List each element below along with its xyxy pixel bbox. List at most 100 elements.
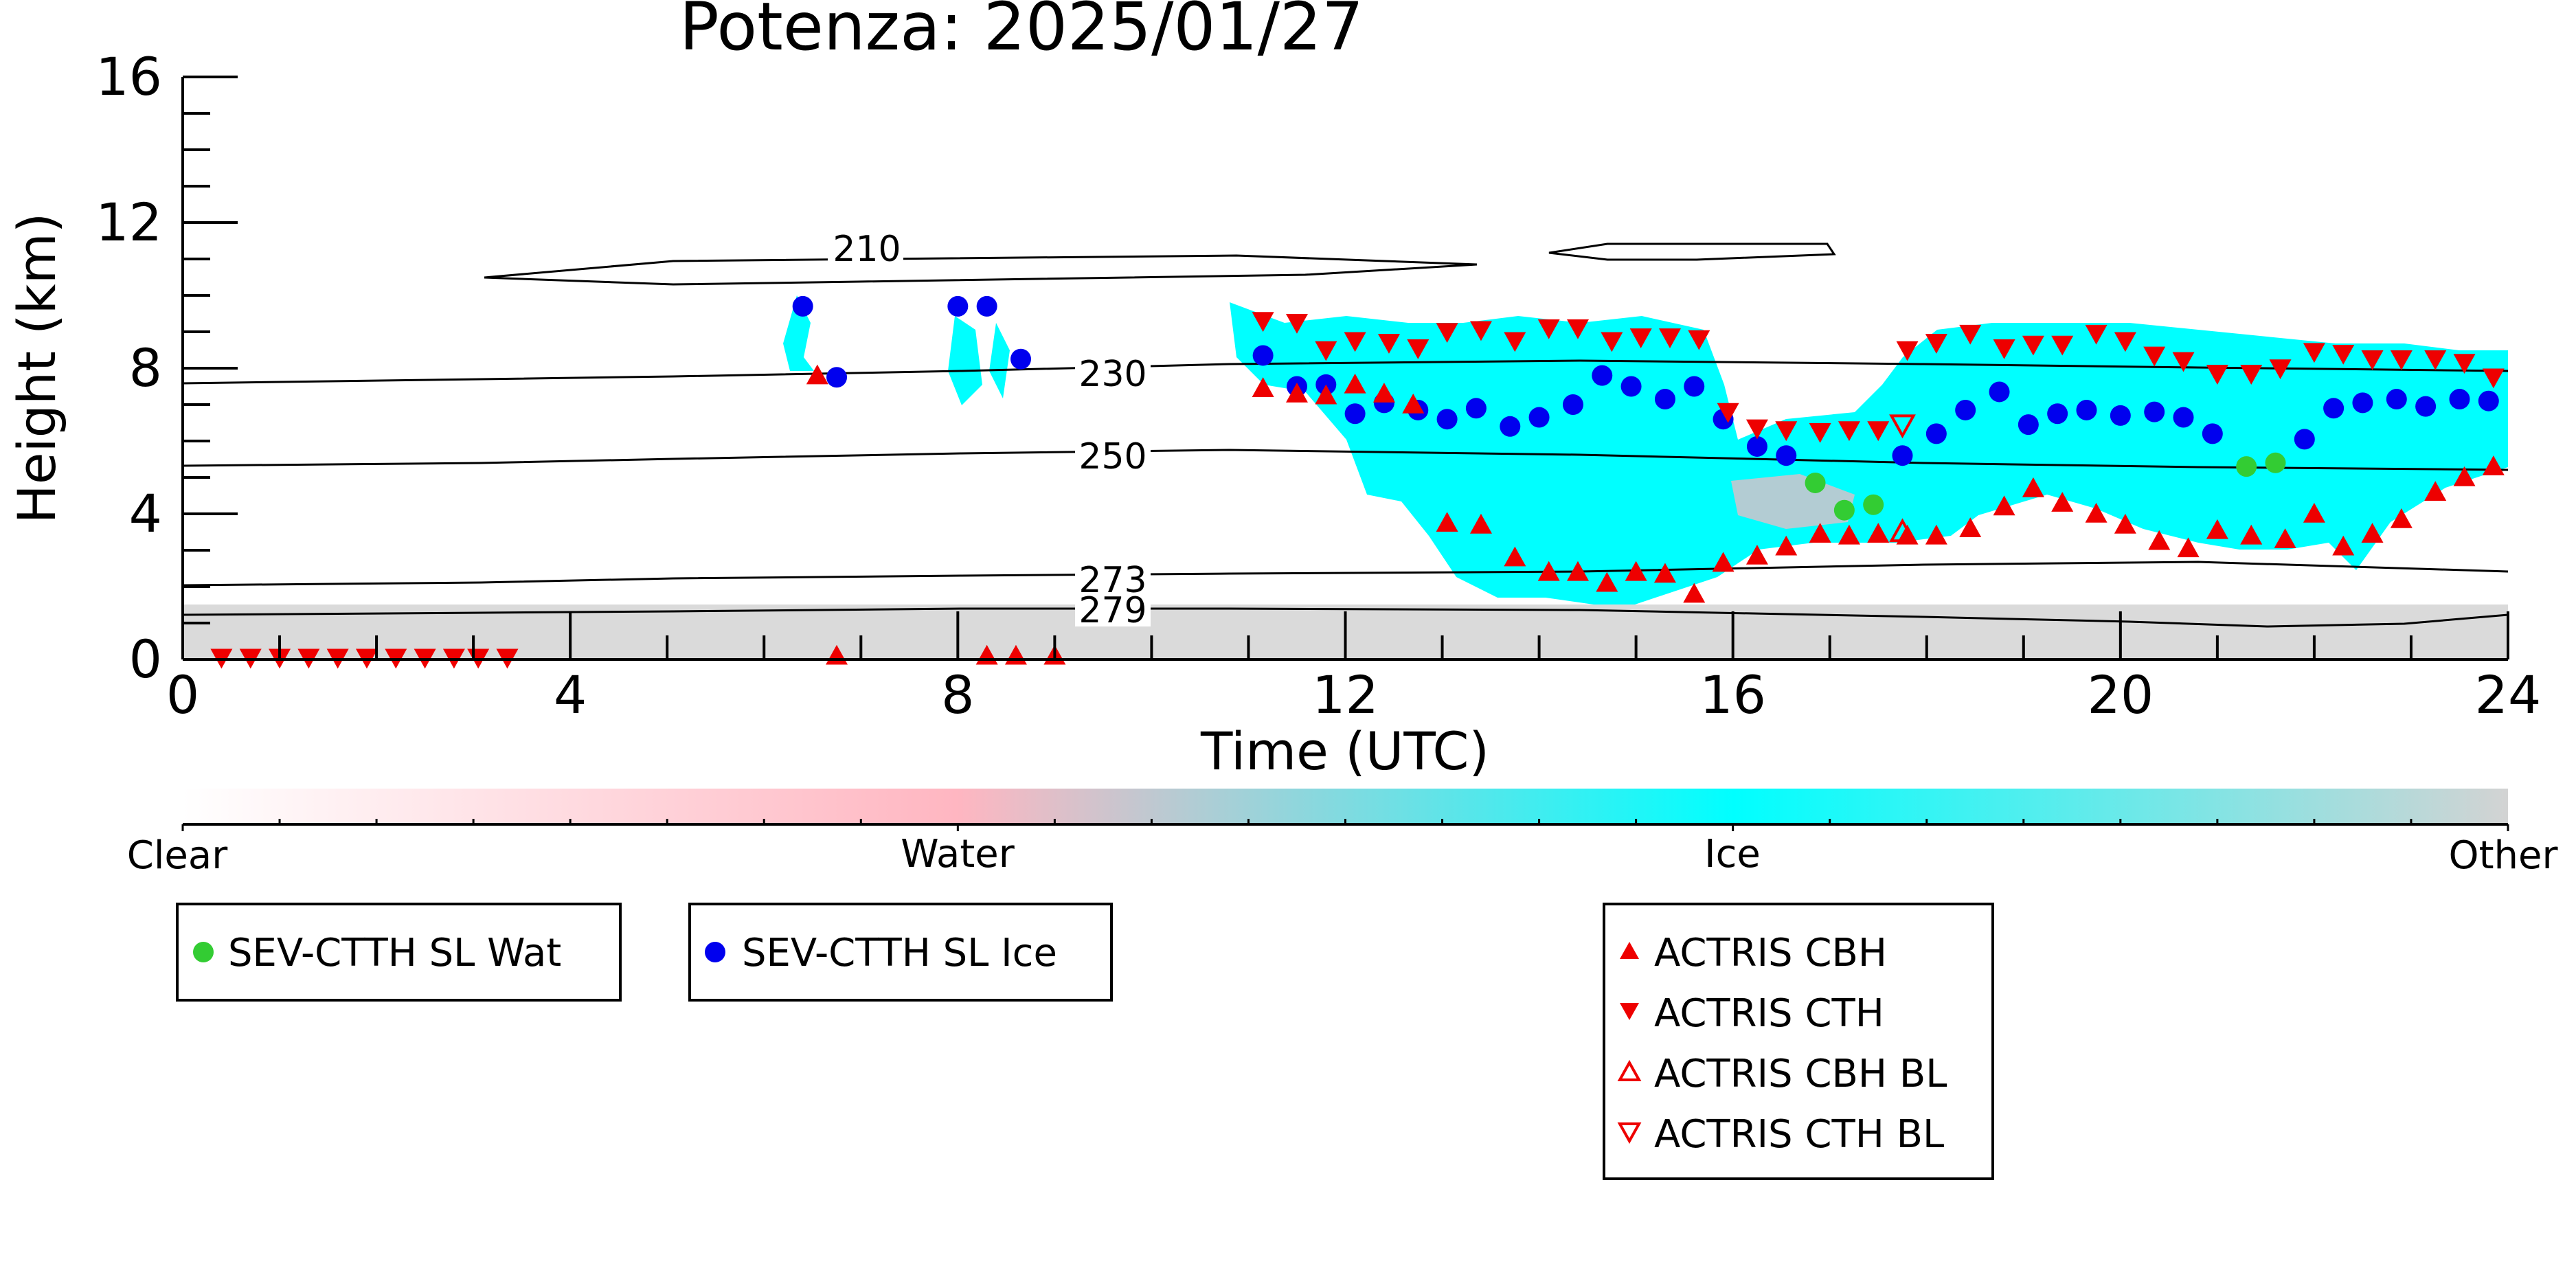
marker-actris-cbh [1252, 377, 1274, 397]
marker-sev-ctth-sl-ice [2202, 423, 2223, 444]
marker-actris-cbh [2303, 503, 2325, 523]
marker-actris-cth-bl [1889, 414, 1916, 439]
marker-actris-cbh [1712, 552, 1735, 572]
marker-sev-ctth-sl-ice [2323, 398, 2345, 419]
contour-label-273: 273 [1078, 560, 1146, 601]
marker-sev-ctth-sl-ice [2415, 396, 2437, 417]
marker-actris-cth [2143, 346, 2166, 367]
marker-actris-cbh [2332, 535, 2355, 556]
marker-actris-cth [1867, 421, 1890, 442]
marker-actris-cth [1925, 334, 1947, 354]
marker-actris-cbh [2274, 528, 2296, 548]
marker-actris-cbh [1344, 373, 1366, 394]
legend-actris: ACTRIS CBH ACTRIS CTH ACTRIS CBH BL ACTR… [1603, 903, 1994, 1180]
marker-actris-cbh [2114, 513, 2136, 534]
marker-sev-ctth-sl-ice [1925, 423, 1947, 444]
marker-actris-cbh [1993, 495, 2015, 516]
marker-actris-cbh [1925, 524, 1947, 545]
marker-actris-cth [2361, 350, 2384, 370]
marker-actris-cbh [1867, 523, 1890, 543]
marker-actris-cth [1407, 339, 1430, 359]
marker-actris-cth [2240, 365, 2263, 385]
y-tick-label: 4 [129, 483, 162, 544]
temperature-contours [182, 242, 2509, 628]
x-tick-label: 20 [2087, 664, 2154, 725]
marker-actris-cth [1896, 341, 1919, 361]
x-tick-label: 16 [1699, 664, 1766, 725]
marker-actris-cth [2332, 345, 2355, 365]
marker-actris-cth [1567, 319, 1589, 339]
marker-actris-cth [1629, 328, 1652, 348]
legend-label-actris-cbh: ACTRIS CBH [1654, 931, 1887, 975]
marker-sev-ctth-sl-ice [2018, 414, 2039, 436]
legend-box [1603, 903, 1994, 1180]
marker-actris-cbh [1809, 523, 1831, 543]
marker-actris-cth [1838, 421, 1860, 442]
marker-actris-cbh [1469, 513, 1492, 534]
contour-label-279: 279 [1078, 590, 1146, 631]
marker-actris-cth [1745, 419, 1768, 440]
marker-sev-ctth-sl-ice [1620, 376, 1642, 397]
contour-230 [182, 359, 2509, 385]
marker-actris-cth [2482, 368, 2505, 389]
legend-satellite-ice: SEV-CTTH SL Ice [688, 903, 1113, 1002]
colorbar-ticks [181, 819, 2509, 831]
marker-actris-cbh [1436, 512, 1458, 532]
marker-actris-cth [2453, 354, 2476, 374]
marker-actris-cbh [2390, 508, 2413, 528]
y-tick-label: 12 [95, 192, 162, 253]
marker-actris-cth [1469, 321, 1492, 341]
x-tick-label: 12 [1312, 664, 1379, 725]
marker-actris-cth [1436, 323, 1458, 343]
marker-actris-cbh [2453, 466, 2476, 486]
legend-marker-actris-cbh [1620, 942, 1639, 959]
contour-label-230: 230 [1078, 354, 1146, 395]
marker-sev-ctth-sl-ice [826, 367, 848, 388]
marker-actris-cbh [1838, 524, 1860, 545]
marker-actris-cbh [2482, 455, 2505, 475]
marker-sev-ctth-sl-ice [2110, 405, 2131, 426]
marker-sev-ctth-sl-ice [1436, 409, 1458, 430]
colorbar-label-ice: Ice [1704, 832, 1761, 877]
x-axis-ticks: 0 4 8 12 16 20 24 [166, 611, 2542, 725]
marker-actris-cbh [1315, 384, 1337, 405]
marker-actris-cbh [1285, 383, 1308, 403]
marker-actris-cth [2206, 365, 2228, 385]
marker-actris-cth [2424, 350, 2447, 370]
x-tick-label: 24 [2475, 664, 2542, 725]
marker-actris-cbh [1537, 561, 1560, 581]
marker-actris-cbh [1775, 535, 1798, 556]
marker-actris-cbh [2361, 523, 2384, 543]
marker-sev-ctth-sl-ice [1562, 394, 1583, 415]
x-tick-label: 8 [941, 664, 974, 725]
contour-273 [182, 561, 2509, 587]
legend-marker-sev-ice [705, 942, 725, 962]
marker-actris-cth [2303, 343, 2325, 363]
marker-sev-ctth-sl-ice [2449, 389, 2470, 410]
marker-actris-cbh [1653, 563, 1676, 583]
marker-sev-ctth-sl-ice [1776, 445, 1797, 466]
legend-marker-actris-cth [1620, 1003, 1639, 1020]
marker-sev-ctth-sl-ice [1892, 445, 1913, 466]
marker-sev-ctth-sl-ice [1989, 381, 2010, 403]
marker-actris-cth [1377, 334, 1400, 354]
marker-actris-cbh [1596, 572, 1618, 592]
marker-actris-cth [1504, 332, 1526, 352]
marker-sev-ctth-sl-ice [2173, 407, 2194, 428]
marker-sev-ctth-sl-wat [1805, 472, 1826, 493]
legend-satellite-water: SEV-CTTH SL Wat [176, 903, 622, 1002]
marker-sev-ctth-sl-ice [2386, 389, 2407, 410]
marker-sev-ctth-sl-ice [1528, 407, 1550, 428]
colorbar-label-other: Other [2448, 833, 2558, 878]
y-axis-label: Height (km) [6, 213, 67, 524]
marker-actris-cth [1315, 341, 1337, 361]
marker-actris-cbh [1959, 517, 1982, 537]
ice-cloud-morning-3 [989, 323, 1010, 398]
x-tick-label: 4 [554, 664, 587, 725]
marker-sev-ctth-sl-ice [792, 295, 813, 317]
marker-actris-cth [2022, 335, 2044, 356]
marker-actris-cbh [1745, 544, 1768, 565]
contour-labels: 210 230 250 273 279 [828, 229, 1151, 631]
marker-actris-cbh [2240, 524, 2263, 545]
marker-actris-cbh [1567, 561, 1589, 581]
